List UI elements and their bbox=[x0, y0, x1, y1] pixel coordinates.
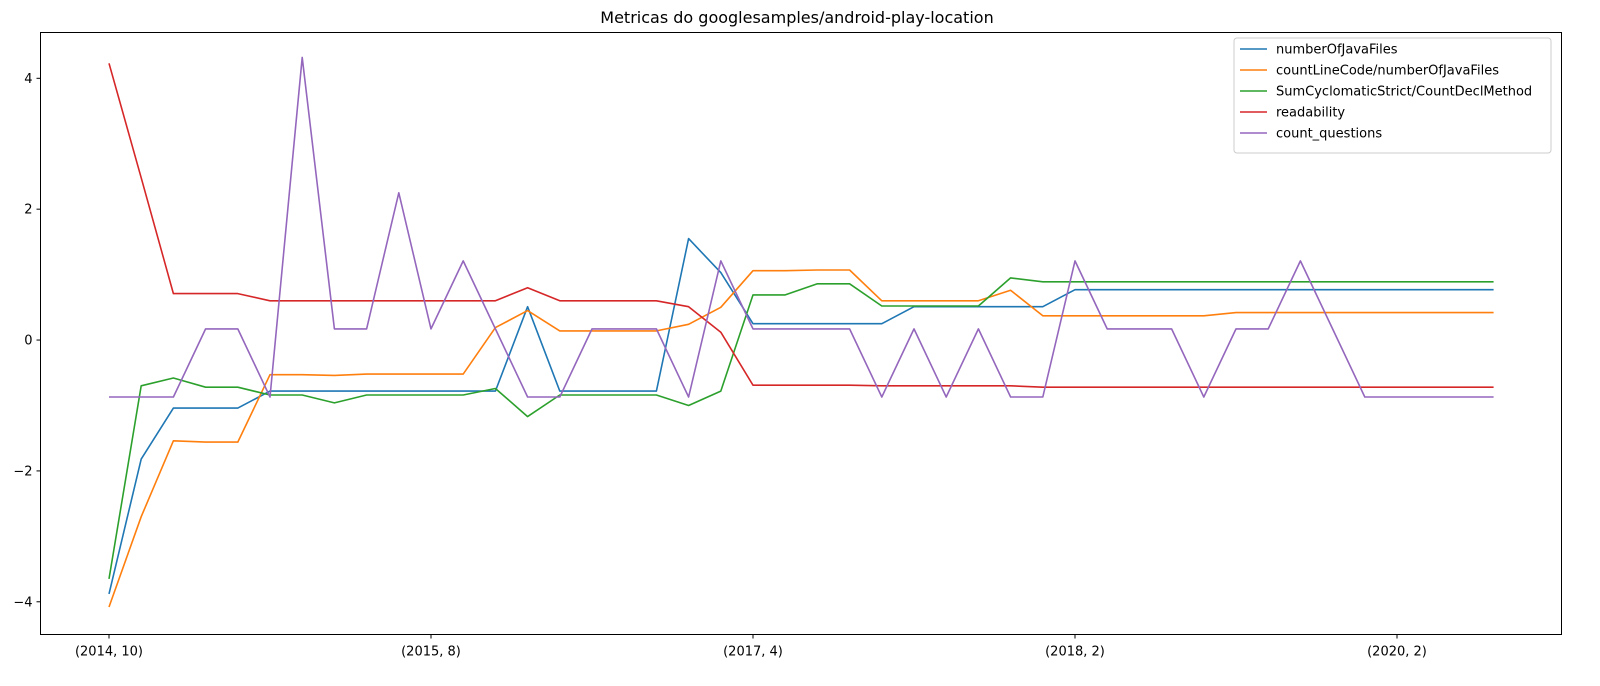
x-tick-label: (2017, 4) bbox=[723, 645, 783, 660]
x-tick-label: (2015, 8) bbox=[401, 645, 461, 660]
legend: numberOfJavaFiles countLineCode/numberOfJ… bbox=[1233, 37, 1552, 154]
y-tick-label: 4 bbox=[24, 72, 32, 87]
y-tick-label: −4 bbox=[13, 595, 32, 610]
legend-label: SumCyclomaticStrict/CountDeclMethod bbox=[1276, 85, 1532, 100]
legend-label: numberOfJavaFiles bbox=[1276, 43, 1398, 58]
series-line-numberofjavafiles bbox=[108, 237, 1494, 595]
chart-title: Metricas do googlesamples/android-play-l… bbox=[600, 8, 993, 27]
x-tick-label: (2018, 2) bbox=[1045, 645, 1105, 660]
legend-label: countLineCode/numberOfJavaFiles bbox=[1276, 64, 1499, 79]
y-tick-label: 0 bbox=[24, 334, 32, 349]
series-line-readability bbox=[108, 63, 1494, 389]
series-line-sumcyclomaticstrict-countdeclmethod bbox=[108, 277, 1494, 580]
x-tick-label: (2014, 10) bbox=[75, 645, 143, 660]
plot-frame bbox=[40, 32, 1562, 635]
legend-label: readability bbox=[1276, 106, 1345, 121]
series-line-count-questions bbox=[109, 56, 1494, 398]
x-tick-label: (2020, 2) bbox=[1367, 645, 1427, 660]
y-tick-label: 2 bbox=[24, 203, 32, 218]
legend-label: count_questions bbox=[1276, 127, 1382, 142]
y-tick-label: −2 bbox=[13, 464, 32, 479]
legend-box bbox=[1233, 37, 1552, 154]
series-line-countlinecode-numberofjavafiles bbox=[108, 269, 1494, 608]
x-axis: (2014, 10) (2015, 8) (2017, 4) (2018, 2) (20… bbox=[75, 634, 1427, 660]
y-axis: −4 −2 0 2 4 bbox=[13, 72, 41, 610]
series-layer bbox=[108, 56, 1494, 608]
